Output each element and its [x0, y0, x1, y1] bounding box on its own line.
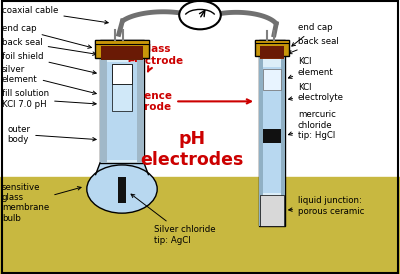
Bar — [95, 40, 149, 58]
Bar — [263, 129, 281, 143]
Text: Silver chloride
tip: AgCl: Silver chloride tip: AgCl — [131, 194, 216, 245]
Bar — [0, 177, 400, 274]
Circle shape — [179, 1, 221, 29]
Text: glass
electrode: glass electrode — [128, 44, 184, 71]
Text: back seal: back seal — [288, 37, 339, 54]
Bar — [263, 67, 281, 193]
Bar — [263, 68, 281, 90]
Bar — [100, 40, 106, 163]
Bar — [260, 40, 284, 59]
Bar — [101, 40, 143, 60]
Polygon shape — [96, 163, 148, 177]
Text: pH
electrodes: pH electrodes — [140, 130, 244, 169]
Bar — [259, 40, 263, 226]
Text: back seal: back seal — [2, 38, 96, 55]
Bar — [255, 40, 289, 43]
Bar — [101, 45, 143, 59]
Text: coaxial cable: coaxial cable — [2, 7, 108, 24]
Bar — [260, 46, 284, 58]
Text: silver
element: silver element — [2, 65, 96, 95]
Text: sensitive
glass
membrane
bulb: sensitive glass membrane bulb — [2, 183, 81, 223]
Bar — [260, 195, 284, 226]
Bar — [95, 40, 149, 44]
Bar — [106, 62, 138, 160]
Bar — [112, 64, 132, 84]
Text: reference
electrode: reference electrode — [116, 91, 251, 112]
Text: fill solution
KCl 7.0 pH: fill solution KCl 7.0 pH — [2, 90, 96, 109]
Bar — [118, 177, 126, 203]
Bar — [281, 40, 285, 226]
Text: mercuric
chloride
tip: HgCl: mercuric chloride tip: HgCl — [288, 110, 336, 140]
Bar — [259, 40, 285, 226]
Circle shape — [87, 165, 157, 213]
Bar — [100, 40, 144, 163]
Bar — [112, 84, 132, 111]
Text: outer
body: outer body — [7, 125, 96, 144]
Text: liquid junction:
porous ceramic: liquid junction: porous ceramic — [289, 196, 364, 216]
Text: end cap: end cap — [2, 24, 92, 48]
Text: KCl
electrolyte: KCl electrolyte — [288, 83, 344, 102]
Text: end cap: end cap — [292, 23, 333, 46]
Text: KCl
element: KCl element — [288, 58, 334, 78]
Bar — [255, 40, 289, 56]
Bar — [138, 40, 144, 163]
Text: foil shield: foil shield — [2, 52, 96, 74]
